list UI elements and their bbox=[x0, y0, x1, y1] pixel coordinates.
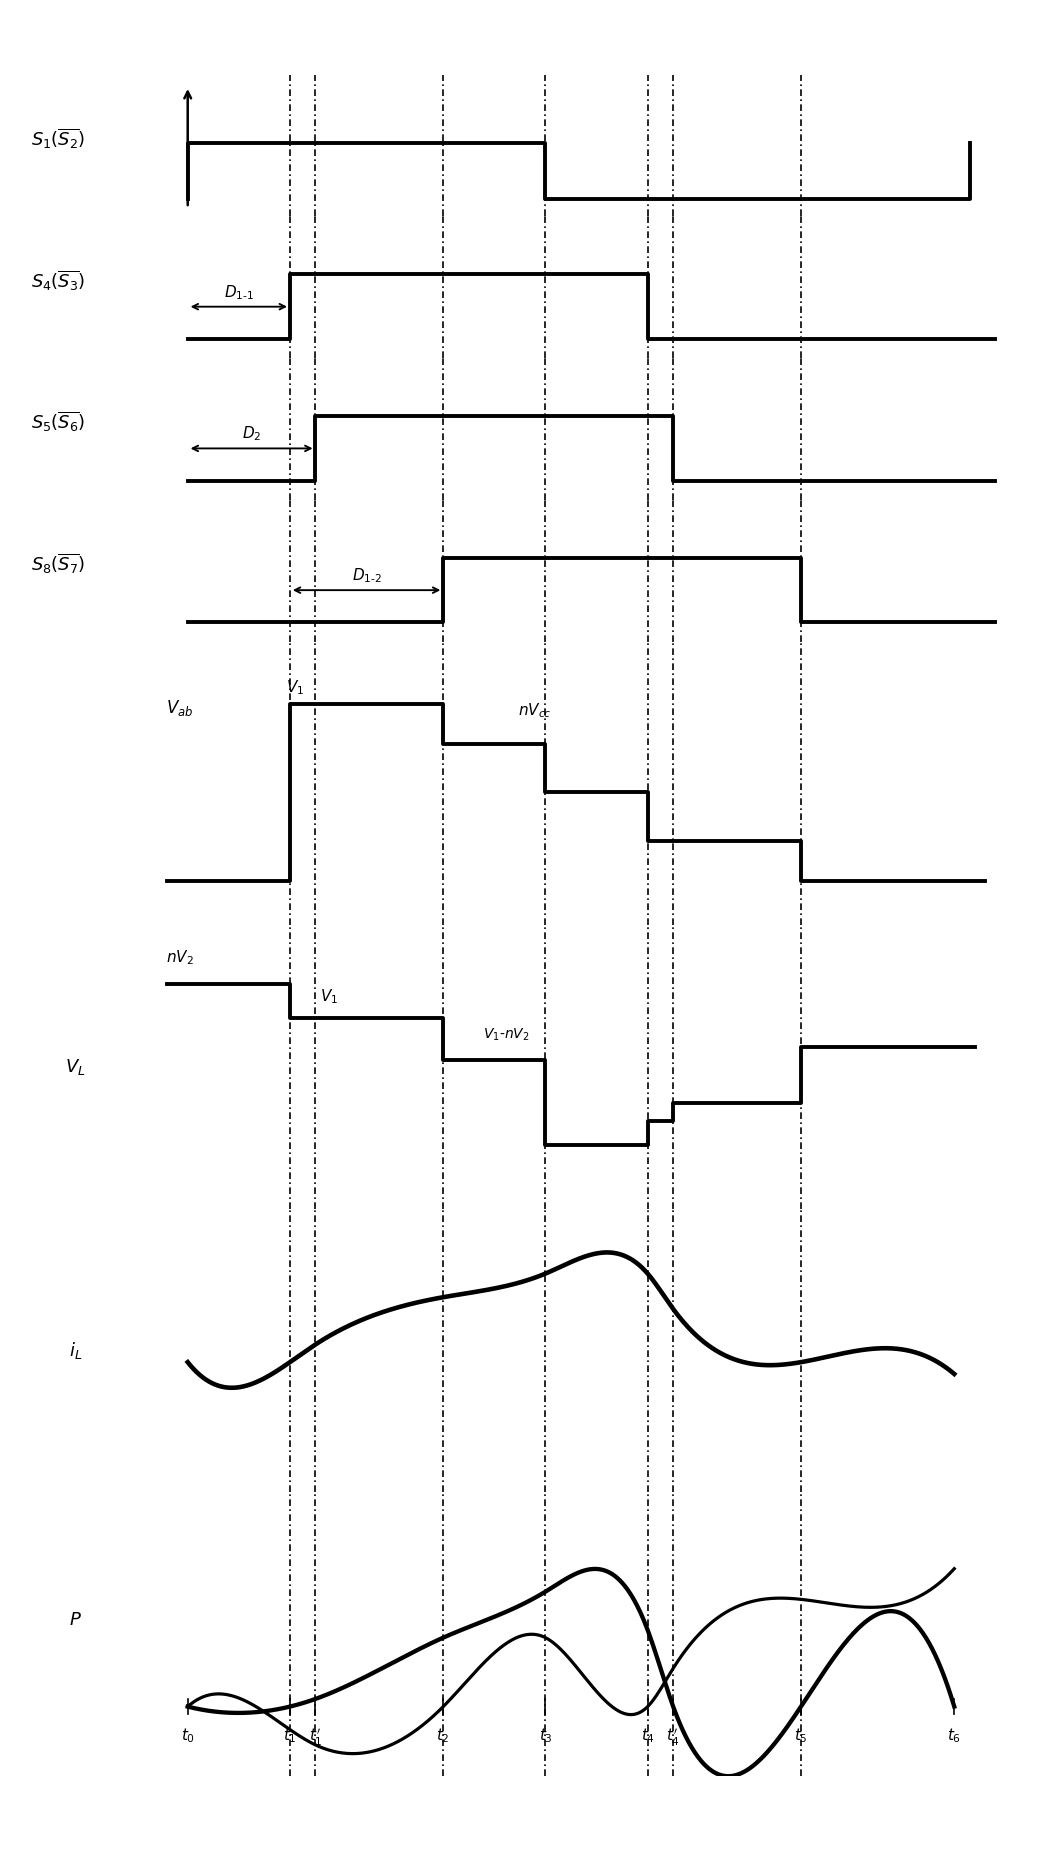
Text: $t_6$: $t_6$ bbox=[948, 1727, 961, 1746]
Text: $V_1$: $V_1$ bbox=[286, 678, 304, 697]
Text: $S_4(\overline{S_3})$: $S_4(\overline{S_3})$ bbox=[31, 267, 86, 293]
Text: $t_2$: $t_2$ bbox=[437, 1727, 450, 1746]
Text: $t_5$: $t_5$ bbox=[794, 1727, 808, 1746]
Text: $D_2$: $D_2$ bbox=[242, 424, 262, 443]
Text: $t_0$: $t_0$ bbox=[181, 1727, 195, 1746]
Text: $t_4'$: $t_4'$ bbox=[666, 1727, 681, 1748]
Text: $V_1$: $V_1$ bbox=[320, 987, 338, 1006]
Text: $D_{1\text{-}2}$: $D_{1\text{-}2}$ bbox=[352, 566, 381, 585]
Text: $i_L$: $i_L$ bbox=[69, 1340, 82, 1361]
Text: $V_L$: $V_L$ bbox=[65, 1056, 86, 1077]
Text: $P$: $P$ bbox=[69, 1611, 82, 1628]
Text: $S_5(\overline{S_6})$: $S_5(\overline{S_6})$ bbox=[31, 409, 86, 434]
Text: $S_8(\overline{S_7})$: $S_8(\overline{S_7})$ bbox=[31, 551, 86, 576]
Text: $t_4$: $t_4$ bbox=[641, 1727, 654, 1746]
Text: $V_1\text{-}nV_2$: $V_1\text{-}nV_2$ bbox=[484, 1026, 530, 1043]
Text: $t_1$: $t_1$ bbox=[283, 1727, 296, 1746]
Text: $nV_{cc}$: $nV_{cc}$ bbox=[517, 701, 552, 720]
Text: $S_1(\overline{S_2})$: $S_1(\overline{S_2})$ bbox=[31, 127, 86, 151]
Text: $D_{1\text{-}1}$: $D_{1\text{-}1}$ bbox=[224, 282, 253, 301]
Text: $V_{ab}$: $V_{ab}$ bbox=[165, 697, 193, 718]
Text: $t_3$: $t_3$ bbox=[538, 1727, 553, 1746]
Text: $nV_2$: $nV_2$ bbox=[165, 948, 194, 966]
Text: $t_1'$: $t_1'$ bbox=[309, 1727, 322, 1748]
